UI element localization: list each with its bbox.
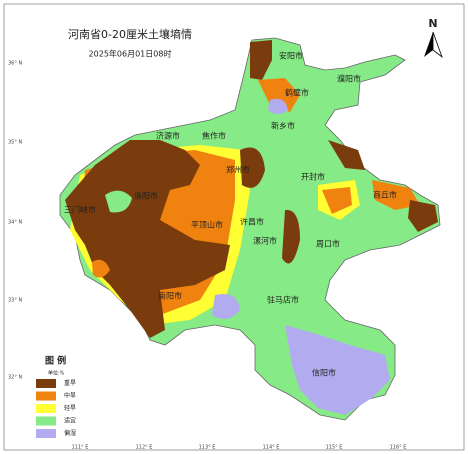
lon-label: 114° E	[263, 445, 280, 451]
lon-label: 116° E	[390, 445, 407, 451]
legend-title: 图 例	[45, 355, 66, 367]
region	[328, 140, 365, 170]
region	[212, 294, 240, 319]
lat-label: 32° N	[8, 375, 22, 381]
region	[250, 40, 272, 80]
region	[372, 180, 420, 210]
lat-label: 36° N	[8, 61, 22, 67]
north-label: N	[428, 17, 437, 30]
legend-unit: 单位:%	[48, 370, 65, 377]
lon-label: 112° E	[136, 445, 153, 451]
city-label: 三门峡市	[64, 205, 96, 215]
legend-swatch	[36, 391, 56, 401]
region	[408, 200, 438, 232]
city-label: 漯河市	[253, 236, 277, 246]
north-arrow: N	[424, 17, 443, 59]
city-label: 郑州市	[226, 165, 250, 175]
city-label: 安阳市	[279, 51, 303, 61]
legend-label: 重旱	[64, 379, 76, 387]
region	[258, 78, 300, 112]
arrow-half	[432, 31, 443, 59]
title: 河南省0-20厘米土壤墒情	[68, 27, 192, 41]
city-label: 新乡市	[271, 121, 295, 131]
region	[285, 325, 390, 415]
city-label: 商丘市	[373, 190, 397, 200]
region	[268, 98, 288, 114]
region	[92, 259, 110, 278]
city-label: 许昌市	[240, 217, 264, 227]
subtitle: 2025年06月01日08时	[89, 49, 172, 59]
region	[240, 147, 265, 188]
city-label: 济源市	[156, 131, 180, 141]
legend-label: 适宜	[64, 417, 76, 425]
legend-label: 轻旱	[64, 404, 76, 412]
region	[282, 209, 300, 264]
legend-swatch	[36, 416, 56, 426]
city-label: 濮阳市	[337, 74, 361, 84]
arrow-half	[424, 32, 433, 57]
lon-label: 111° E	[72, 445, 89, 451]
region	[322, 187, 352, 214]
lon-label: 113° E	[199, 445, 216, 451]
regions	[59, 37, 441, 421]
legend-swatch	[36, 429, 56, 438]
city-label: 鹤壁市	[285, 88, 309, 98]
legend-label: 中旱	[64, 392, 76, 400]
lat-label: 35° N	[8, 140, 22, 146]
lon-label: 115° E	[326, 445, 343, 451]
region	[65, 140, 230, 338]
legend-swatch	[36, 379, 56, 388]
city-label: 平顶山市	[191, 220, 223, 230]
region	[105, 190, 132, 213]
city-label: 开封市	[301, 172, 325, 182]
legend-label: 偏湿	[64, 429, 76, 437]
city-label: 南阳市	[158, 291, 182, 301]
city-label: 周口市	[316, 239, 340, 249]
city-label: 信阳市	[312, 368, 336, 378]
city-label: 焦作市	[202, 131, 226, 141]
legend-swatch	[36, 404, 56, 413]
lat-label: 33° N	[8, 298, 22, 304]
city-label: 驻马店市	[267, 295, 299, 305]
city-label: 洛阳市	[134, 191, 158, 201]
lat-label: 34° N	[8, 220, 22, 226]
